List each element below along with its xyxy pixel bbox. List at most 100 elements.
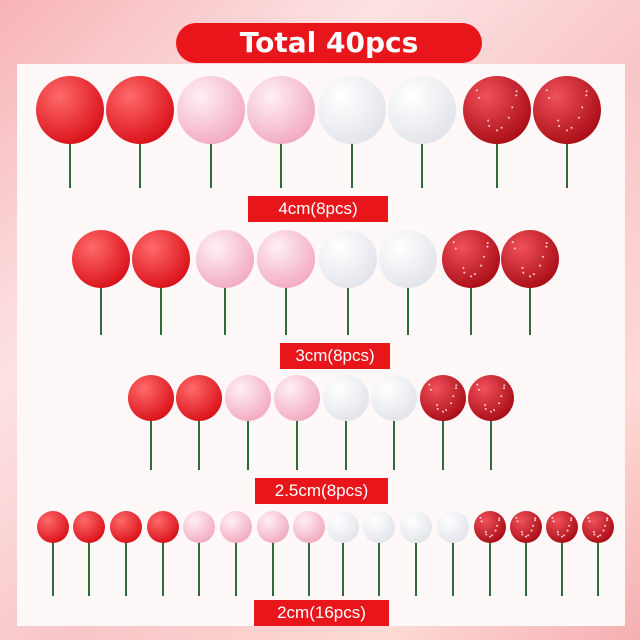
ball-pick-glitter: [533, 76, 601, 188]
glitter-sparkle: [485, 533, 488, 536]
ball-pick-red: [36, 76, 104, 188]
ball: [379, 230, 437, 288]
ball: [420, 375, 466, 421]
ball: [463, 76, 531, 144]
glitter-sparkle: [513, 247, 516, 250]
glitter-sparkle: [487, 119, 490, 122]
ball: [510, 511, 542, 543]
glitter-sparkle: [484, 407, 487, 410]
ball-pick-white: [379, 230, 437, 335]
glitter-sparkle: [500, 126, 503, 129]
glitter-sparkle: [498, 517, 501, 520]
glitter-sparkle: [488, 125, 491, 128]
ball-pick-red: [110, 511, 142, 596]
glitter-sparkle: [486, 242, 489, 245]
ball: [128, 375, 174, 421]
glitter-sparkle: [522, 271, 525, 274]
ball-pick-white: [388, 76, 456, 188]
glitter-sparkle: [452, 395, 455, 398]
ball-pick-glitter: [442, 230, 500, 335]
glitter-sparkle: [496, 129, 498, 132]
glitter-sparkle: [500, 395, 503, 398]
glitter-sparkle: [566, 529, 569, 532]
ball-pick-glitter: [546, 511, 578, 596]
ball: [36, 76, 104, 144]
glitter-sparkle: [520, 530, 523, 533]
ball-pick-red: [147, 511, 179, 596]
ball: [533, 76, 601, 144]
ball-pick-red: [37, 511, 69, 596]
ball: [257, 230, 315, 288]
glitter-sparkle: [454, 247, 457, 250]
ball-pick-red: [128, 375, 174, 470]
glitter-sparkle: [449, 402, 452, 405]
ball-pick-white: [318, 76, 386, 188]
glitter-sparkle: [521, 266, 524, 269]
ball: [501, 230, 559, 288]
ball-pick-glitter: [582, 511, 614, 596]
glitter-sparkle: [577, 116, 580, 119]
glitter-sparkle: [525, 535, 527, 538]
glitter-sparkle: [545, 89, 548, 92]
glitter-sparkle: [552, 520, 555, 523]
glitter-sparkle: [532, 273, 535, 276]
ball: [106, 76, 174, 144]
glitter-sparkle: [587, 516, 590, 519]
glitter-sparkle: [452, 241, 455, 244]
glitter-sparkle: [516, 520, 519, 523]
glitter-sparkle: [490, 410, 492, 413]
glitter-sparkle: [442, 410, 444, 413]
glitter-sparkle: [585, 90, 588, 93]
ball-pick-red: [106, 76, 174, 188]
ball-pick-pink: [183, 511, 215, 596]
glitter-sparkle: [581, 106, 584, 109]
glitter-sparkle: [568, 524, 571, 527]
glitter-sparkle: [476, 383, 479, 386]
ball: [546, 511, 578, 543]
glitter-sparkle: [548, 96, 551, 99]
glitter-sparkle: [511, 106, 514, 109]
ball: [110, 511, 142, 543]
glitter-sparkle: [529, 275, 531, 278]
ball-pick-pink: [247, 76, 315, 188]
glitter-sparkle: [479, 516, 482, 519]
ball: [73, 511, 105, 543]
glitter-sparkle: [482, 255, 485, 258]
glitter-sparkle: [478, 96, 481, 99]
ball: [371, 375, 417, 421]
ball: [72, 230, 130, 288]
glitter-sparkle: [484, 404, 487, 407]
glitter-sparkle: [592, 530, 595, 533]
ball: [37, 511, 69, 543]
ball-pick-glitter: [463, 76, 531, 188]
ball: [176, 375, 222, 421]
glitter-sparkle: [539, 264, 542, 267]
glitter-sparkle: [563, 534, 566, 537]
size-label-4cm: 4cm(8pcs): [248, 196, 388, 222]
glitter-sparkle: [455, 384, 458, 387]
glitter-sparkle: [463, 271, 466, 274]
glitter-sparkle: [593, 533, 596, 536]
ball: [274, 375, 320, 421]
glitter-sparkle: [455, 387, 458, 390]
glitter-sparkle: [491, 534, 494, 537]
ball-pick-glitter: [468, 375, 514, 470]
glitter-sparkle: [462, 266, 465, 269]
glitter-sparkle: [545, 245, 548, 248]
glitter-sparkle: [604, 524, 607, 527]
ball: [177, 76, 245, 144]
glitter-sparkle: [496, 524, 499, 527]
glitter-sparkle: [475, 89, 478, 92]
ball: [363, 511, 395, 543]
ball: [468, 375, 514, 421]
ball: [220, 511, 252, 543]
glitter-sparkle: [556, 530, 559, 533]
glitter-sparkle: [561, 535, 563, 538]
glitter-sparkle: [599, 534, 602, 537]
ball-pick-red: [73, 511, 105, 596]
ball-pick-red: [72, 230, 130, 335]
ball-pick-pink: [220, 511, 252, 596]
ball: [400, 511, 432, 543]
ball: [327, 511, 359, 543]
